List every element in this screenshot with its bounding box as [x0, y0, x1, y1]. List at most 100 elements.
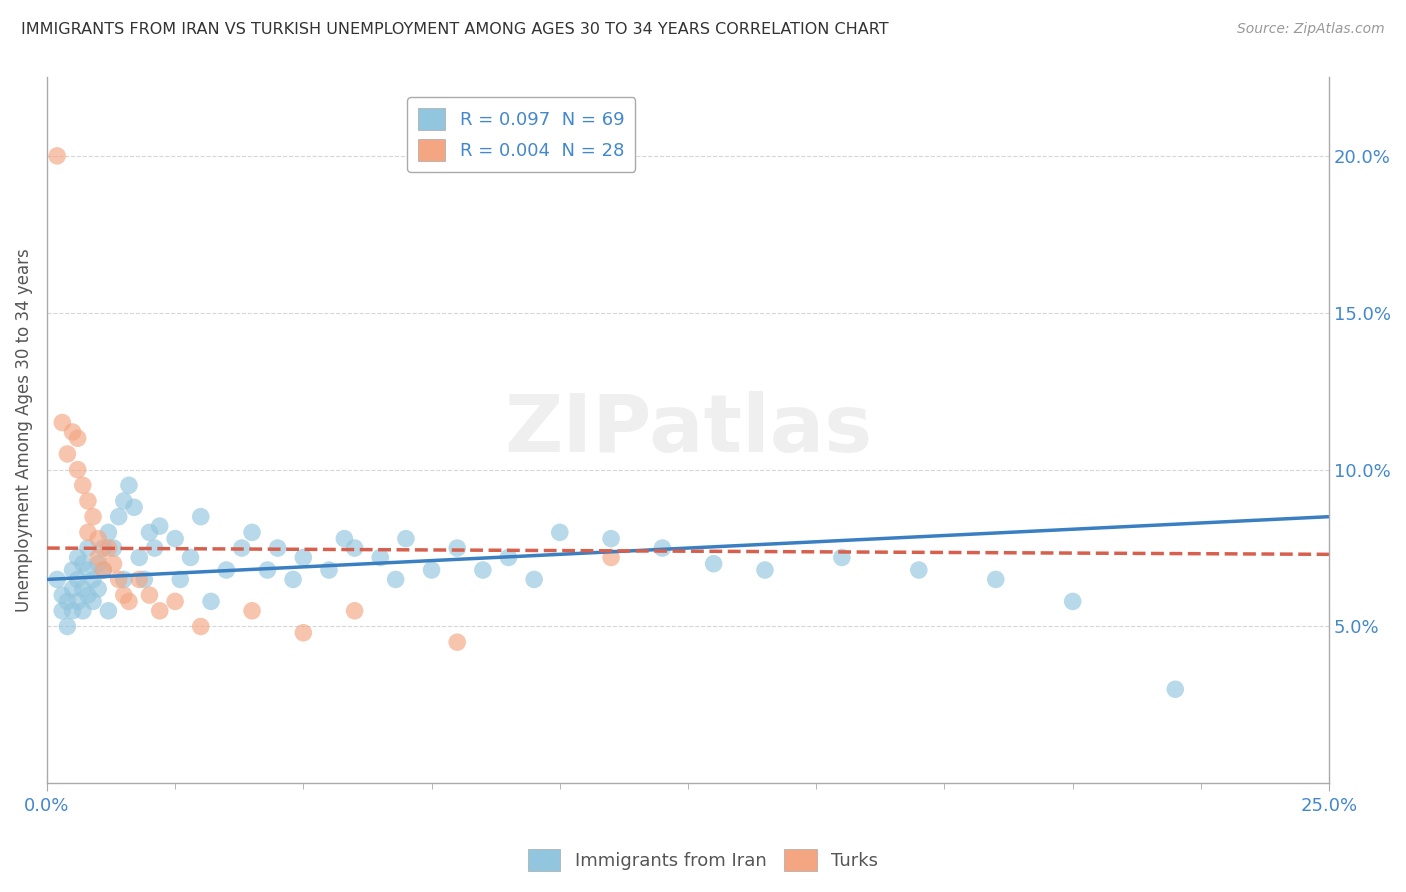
Point	[343, 604, 366, 618]
Point	[292, 625, 315, 640]
Point	[138, 588, 160, 602]
Point	[122, 500, 145, 515]
Point	[118, 594, 141, 608]
Point	[281, 573, 304, 587]
Point	[128, 573, 150, 587]
Point	[703, 557, 725, 571]
Point	[240, 604, 263, 618]
Point	[97, 541, 120, 555]
Point	[1164, 682, 1187, 697]
Point	[62, 582, 84, 596]
Point	[112, 573, 135, 587]
Point	[215, 563, 238, 577]
Point	[66, 594, 89, 608]
Point	[97, 525, 120, 540]
Point	[103, 557, 125, 571]
Y-axis label: Unemployment Among Ages 30 to 34 years: Unemployment Among Ages 30 to 34 years	[15, 249, 32, 612]
Point	[907, 563, 929, 577]
Point	[72, 604, 94, 618]
Point	[471, 563, 494, 577]
Text: ZIPatlas: ZIPatlas	[503, 392, 872, 469]
Point	[66, 550, 89, 565]
Point	[134, 573, 156, 587]
Point	[77, 588, 100, 602]
Text: IMMIGRANTS FROM IRAN VS TURKISH UNEMPLOYMENT AMONG AGES 30 TO 34 YEARS CORRELATI: IMMIGRANTS FROM IRAN VS TURKISH UNEMPLOY…	[21, 22, 889, 37]
Point	[62, 563, 84, 577]
Point	[56, 447, 79, 461]
Point	[548, 525, 571, 540]
Point	[343, 541, 366, 555]
Point	[118, 478, 141, 492]
Point	[200, 594, 222, 608]
Point	[51, 604, 73, 618]
Point	[318, 563, 340, 577]
Point	[169, 573, 191, 587]
Point	[984, 573, 1007, 587]
Point	[77, 541, 100, 555]
Point	[72, 582, 94, 596]
Point	[107, 573, 129, 587]
Point	[91, 563, 114, 577]
Point	[112, 494, 135, 508]
Point	[87, 550, 110, 565]
Text: Source: ZipAtlas.com: Source: ZipAtlas.com	[1237, 22, 1385, 37]
Point	[56, 594, 79, 608]
Point	[72, 478, 94, 492]
Point	[46, 149, 69, 163]
Point	[97, 604, 120, 618]
Point	[103, 541, 125, 555]
Point	[165, 532, 187, 546]
Point	[87, 532, 110, 546]
Point	[149, 604, 172, 618]
Point	[143, 541, 166, 555]
Point	[51, 588, 73, 602]
Point	[72, 557, 94, 571]
Point	[66, 573, 89, 587]
Point	[600, 532, 623, 546]
Point	[82, 573, 104, 587]
Point	[82, 594, 104, 608]
Point	[231, 541, 253, 555]
Point	[91, 563, 114, 577]
Point	[77, 494, 100, 508]
Point	[384, 573, 406, 587]
Legend: R = 0.097  N = 69, R = 0.004  N = 28: R = 0.097 N = 69, R = 0.004 N = 28	[408, 97, 636, 172]
Point	[333, 532, 356, 546]
Point	[66, 462, 89, 476]
Point	[498, 550, 520, 565]
Point	[1062, 594, 1084, 608]
Legend: Immigrants from Iran, Turks: Immigrants from Iran, Turks	[520, 842, 886, 879]
Point	[523, 573, 546, 587]
Point	[600, 550, 623, 565]
Point	[46, 573, 69, 587]
Point	[190, 509, 212, 524]
Point	[51, 416, 73, 430]
Point	[66, 431, 89, 445]
Point	[77, 525, 100, 540]
Point	[91, 541, 114, 555]
Point	[149, 519, 172, 533]
Point	[446, 541, 468, 555]
Point	[62, 604, 84, 618]
Point	[112, 588, 135, 602]
Point	[165, 594, 187, 608]
Point	[87, 557, 110, 571]
Point	[240, 525, 263, 540]
Point	[87, 582, 110, 596]
Point	[446, 635, 468, 649]
Point	[179, 550, 201, 565]
Point	[107, 509, 129, 524]
Point	[267, 541, 290, 555]
Point	[651, 541, 673, 555]
Point	[420, 563, 443, 577]
Point	[190, 619, 212, 633]
Point	[292, 550, 315, 565]
Point	[56, 619, 79, 633]
Point	[77, 563, 100, 577]
Point	[82, 509, 104, 524]
Point	[395, 532, 418, 546]
Point	[256, 563, 278, 577]
Point	[368, 550, 391, 565]
Point	[128, 550, 150, 565]
Point	[831, 550, 853, 565]
